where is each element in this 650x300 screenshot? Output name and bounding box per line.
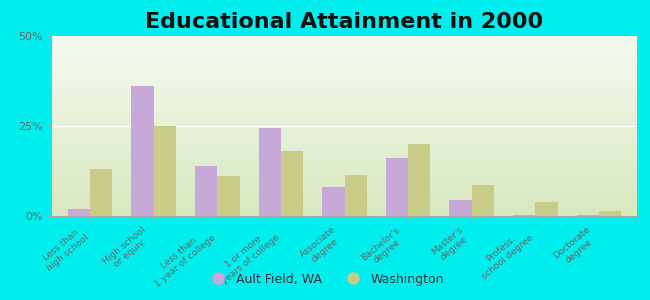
Title: Educational Attainment in 2000: Educational Attainment in 2000 (146, 12, 543, 32)
Bar (322, 187, 344, 216)
Bar (599, 211, 621, 216)
Legend: Ault Field, WA, Washington: Ault Field, WA, Washington (201, 268, 449, 291)
Bar (386, 158, 408, 216)
Bar (281, 151, 303, 216)
Bar (68, 209, 90, 216)
Bar (154, 126, 176, 216)
Bar (577, 215, 599, 216)
Bar (535, 202, 558, 216)
Bar (408, 144, 430, 216)
Bar (195, 166, 217, 216)
Bar (472, 185, 494, 216)
Bar (449, 200, 472, 216)
Bar (217, 176, 240, 216)
Bar (513, 215, 535, 216)
Bar (131, 86, 154, 216)
Bar (344, 175, 367, 216)
Bar (90, 169, 112, 216)
Bar (259, 128, 281, 216)
